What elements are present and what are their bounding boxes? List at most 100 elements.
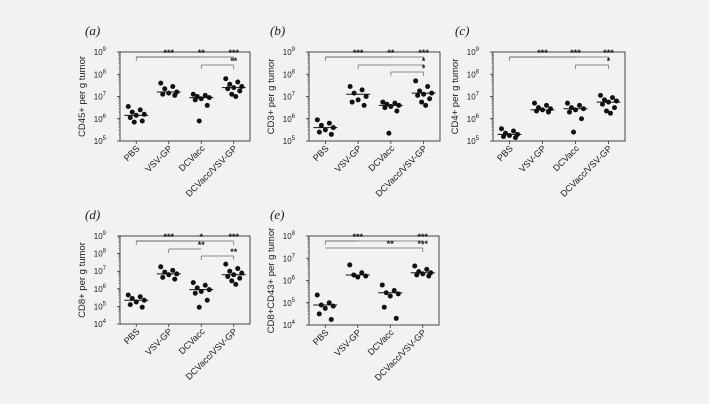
y-tick-label: 105 <box>467 136 480 146</box>
x-category-label: DCVacc <box>366 143 396 173</box>
significance-label: *** <box>163 232 174 242</box>
data-point <box>499 126 504 132</box>
significance-label: ** <box>387 48 395 58</box>
data-point <box>604 108 609 114</box>
data-point <box>314 292 320 298</box>
data-point <box>392 100 398 106</box>
x-category-label: PBS <box>495 143 515 163</box>
data-point <box>322 127 328 133</box>
data-point <box>600 101 605 107</box>
data-point <box>223 261 229 267</box>
y-tick-label: 105 <box>94 301 107 311</box>
data-point <box>571 129 576 135</box>
y-tick-label: 108 <box>94 249 107 259</box>
data-point <box>417 88 423 94</box>
data-point <box>363 273 369 279</box>
panel-d: (d) CD8+ per g tumor 104 105 106 107 108 109 PBS… <box>77 207 251 382</box>
panel-label: (d) <box>85 207 100 222</box>
data-point <box>395 291 401 297</box>
significance-label: ** <box>198 48 206 58</box>
panel-label: (b) <box>270 23 285 38</box>
data-point <box>235 79 241 85</box>
x-category-label: DCVacc <box>177 143 207 173</box>
data-point <box>426 273 432 279</box>
y-tick-label: 106 <box>283 114 296 124</box>
data-point <box>160 91 166 97</box>
x-category-label: DCVacc <box>551 143 581 173</box>
x-category-label: PBS <box>311 143 331 163</box>
significance-label: * <box>199 232 203 242</box>
data-point <box>196 118 202 124</box>
data-point <box>237 88 243 94</box>
y-tick-label: 105 <box>94 136 107 146</box>
data-point <box>382 105 388 111</box>
y-tick-label: 105 <box>283 298 296 308</box>
data-point <box>501 134 506 140</box>
panel-c: (c) CD4+ per g tumor 105 106 107 108 109 PBS VSV… <box>450 23 626 199</box>
data-point <box>190 280 196 286</box>
data-point <box>227 81 233 87</box>
y-tick-label: 108 <box>94 69 107 79</box>
significance-label: ** <box>198 240 206 250</box>
data-point <box>129 295 135 301</box>
data-point <box>233 281 239 287</box>
y-tick-label: 106 <box>467 114 480 124</box>
plot-frame <box>308 235 440 326</box>
data-point <box>202 92 208 98</box>
data-point <box>322 305 328 311</box>
panel-label: (c) <box>455 23 469 38</box>
y-tick-label: 109 <box>283 47 296 57</box>
y-axis-title: CD8+CD43+ per g tumor <box>266 228 277 334</box>
data-point <box>158 80 164 86</box>
x-category-label: VSV-GP <box>143 143 174 174</box>
data-point <box>204 297 210 303</box>
data-point <box>330 303 336 309</box>
data-point <box>363 94 369 99</box>
data-point <box>579 116 584 122</box>
data-point <box>511 128 516 134</box>
data-point <box>598 92 603 98</box>
significance-label: ** <box>387 239 395 249</box>
data-point <box>160 274 166 280</box>
plot-frame <box>119 235 251 325</box>
y-tick-label: 107 <box>94 92 107 102</box>
y-tick-label: 107 <box>467 92 480 102</box>
x-category-label: VSV-GP <box>517 143 548 174</box>
data-point <box>565 100 570 106</box>
x-category-label: PBS <box>122 326 142 346</box>
data-point <box>427 96 433 102</box>
data-point <box>229 91 235 97</box>
significance-label: *** <box>537 48 548 58</box>
data-point <box>227 268 233 274</box>
x-category-label: VSV-GP <box>333 143 364 174</box>
data-point <box>391 288 397 294</box>
data-point <box>361 102 367 108</box>
x-category-label: PBS <box>122 143 142 163</box>
data-point <box>233 94 239 99</box>
data-point <box>170 83 176 89</box>
data-point <box>379 282 385 288</box>
data-point <box>229 278 235 284</box>
significance-label: *** <box>163 48 174 58</box>
data-point <box>419 99 425 105</box>
y-tick-label: 108 <box>467 69 480 79</box>
x-category-label: VSV-GP <box>332 327 363 358</box>
panel-label: (e) <box>270 207 284 222</box>
data-point <box>413 78 419 84</box>
panel-a: (a) CD45+ per g tumor 105 106 107 108 109 PBS VS… <box>77 23 251 199</box>
data-point <box>141 111 147 117</box>
data-point <box>326 300 332 306</box>
data-point <box>546 109 551 115</box>
data-point <box>349 99 355 105</box>
data-point <box>131 119 137 125</box>
data-point <box>386 130 392 136</box>
data-point <box>608 110 613 116</box>
data-point <box>172 276 178 282</box>
panel-b: (b) CD3+ per g tumor 105 106 107 108 109 PBS VSV… <box>266 23 441 199</box>
data-point <box>577 102 582 108</box>
data-point <box>387 293 393 299</box>
data-point <box>316 311 322 317</box>
y-tick-label: 104 <box>94 319 107 329</box>
significance-label: * <box>422 63 426 73</box>
significance-label: *** <box>352 232 363 242</box>
